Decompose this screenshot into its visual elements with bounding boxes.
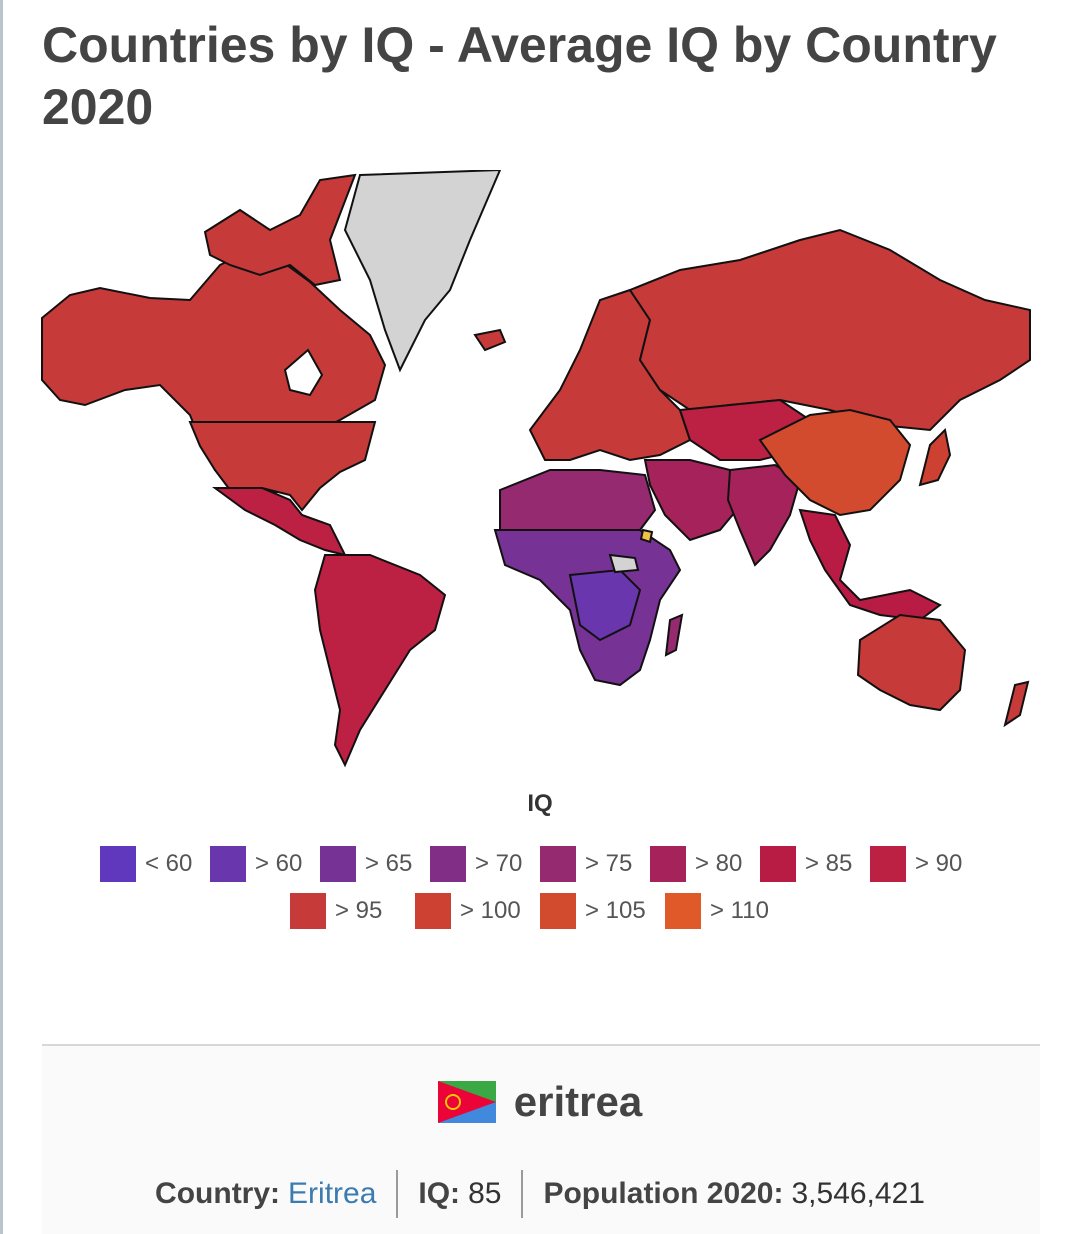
- legend-label: > 90: [915, 850, 963, 877]
- legend-label: > 70: [475, 850, 523, 877]
- country-header: eritrea: [0, 1078, 1080, 1126]
- legend-swatch: [540, 893, 576, 929]
- population-value: 3,546,421: [791, 1177, 925, 1210]
- legend-item[interactable]: > 95: [290, 893, 407, 929]
- legend-item[interactable]: > 80: [650, 846, 752, 882]
- legend-swatch: [540, 846, 576, 882]
- country-label: Country:: [155, 1177, 281, 1210]
- region-middle-east[interactable]: [643, 459, 747, 542]
- stat-separator: [396, 1170, 399, 1218]
- region-australia[interactable]: [856, 613, 967, 712]
- legend-swatch: [430, 846, 466, 882]
- country-name: eritrea: [513, 1078, 643, 1125]
- legend-label: > 80: [695, 850, 743, 877]
- legend-swatch: [760, 846, 796, 882]
- legend-row-1: < 60 > 60 > 65 > 70 > 75 > 80 > 85 > 90: [0, 846, 1080, 882]
- page-left-rule: [0, 0, 3, 1234]
- stat-separator: [521, 1170, 524, 1218]
- legend-label: > 105: [585, 897, 646, 924]
- legend-label: < 60: [145, 850, 193, 877]
- region-iceland[interactable]: [473, 328, 507, 352]
- legend-swatch: [650, 846, 686, 882]
- region-new-zealand[interactable]: [1003, 680, 1030, 728]
- legend-swatch: [415, 893, 451, 929]
- legend-item[interactable]: > 90: [870, 846, 972, 882]
- legend-label: > 65: [365, 850, 413, 877]
- region-eritrea[interactable]: [639, 528, 654, 544]
- region-south-sudan[interactable]: [608, 553, 640, 574]
- country-info-panel: [42, 1046, 1040, 1234]
- region-europe[interactable]: [528, 288, 692, 462]
- region-southeast-asia[interactable]: [798, 508, 942, 622]
- stat-iq: IQ: 85: [398, 1177, 521, 1211]
- legend-label: > 110: [710, 897, 769, 924]
- legend-title: IQ: [527, 790, 553, 817]
- stat-population: Population 2020: 3,546,421: [523, 1177, 945, 1211]
- section-divider: [42, 1044, 1040, 1046]
- region-japan[interactable]: [918, 427, 952, 487]
- legend-label: > 100: [460, 897, 521, 924]
- legend-item[interactable]: > 85: [760, 846, 862, 882]
- world-map[interactable]: [40, 170, 1032, 772]
- iq-label: IQ:: [418, 1177, 461, 1210]
- legend-label: > 60: [255, 850, 303, 877]
- legend-item[interactable]: > 105: [540, 893, 657, 929]
- legend-item[interactable]: > 70: [430, 846, 532, 882]
- region-china[interactable]: [758, 408, 912, 517]
- legend-swatch: [290, 893, 326, 929]
- legend-label: > 95: [335, 897, 383, 924]
- legend-label: > 75: [585, 850, 633, 877]
- legend-swatch: [210, 846, 246, 882]
- region-south-america[interactable]: [313, 554, 447, 768]
- population-label: Population 2020:: [543, 1177, 784, 1210]
- region-madagascar[interactable]: [664, 613, 684, 657]
- region-arctic-islands[interactable]: [203, 173, 357, 287]
- world-map-svg[interactable]: [40, 170, 1032, 772]
- legend-item[interactable]: > 110: [665, 893, 782, 929]
- legend-item[interactable]: > 60: [210, 846, 312, 882]
- legend-label: > 85: [805, 850, 853, 877]
- legend-swatch: [100, 846, 136, 882]
- stat-country: Country: Eritrea: [135, 1177, 396, 1211]
- legend-item[interactable]: > 75: [540, 846, 642, 882]
- legend-swatch: [870, 846, 906, 882]
- eritrea-flag-icon: [437, 1081, 496, 1123]
- legend-item[interactable]: > 65: [320, 846, 422, 882]
- country-stats: Country: Eritrea IQ: 85 Population 2020:…: [0, 1170, 1080, 1218]
- region-greenland[interactable]: [343, 170, 502, 373]
- region-russia[interactable]: [628, 228, 1031, 432]
- legend-swatch: [665, 893, 701, 929]
- legend-swatch: [320, 846, 356, 882]
- hudson-bay: [283, 348, 324, 397]
- legend-item[interactable]: > 100: [415, 893, 532, 929]
- country-link[interactable]: Eritrea: [288, 1177, 377, 1210]
- page-title: Countries by IQ - Average IQ by Country …: [42, 17, 997, 135]
- legend-item[interactable]: < 60: [100, 846, 202, 882]
- iq-value: 85: [468, 1177, 502, 1210]
- legend-row-2: > 95 > 100 > 105 > 110: [0, 893, 1080, 929]
